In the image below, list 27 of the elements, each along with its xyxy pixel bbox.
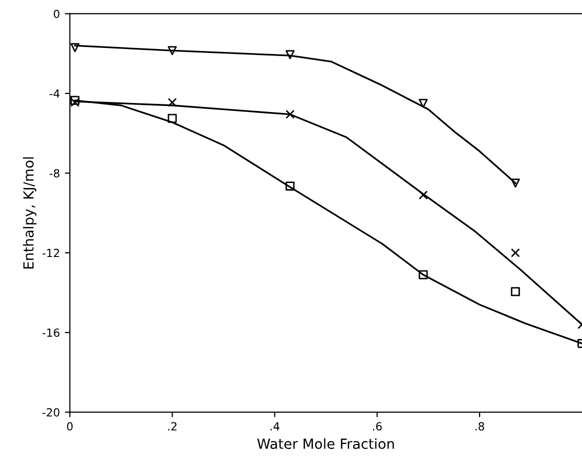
- point: [168, 114, 177, 123]
- point: [286, 182, 295, 191]
- y-tick-label: -12: [42, 248, 60, 258]
- x-tick-label: .8: [475, 422, 484, 431]
- x-tick-label: .6: [373, 422, 382, 431]
- point: [418, 190, 428, 200]
- point: [418, 270, 428, 280]
- point: [168, 98, 177, 107]
- point: [510, 178, 520, 188]
- y-axis-title: Enthalpy, KJ/mol: [22, 157, 36, 269]
- point: [418, 98, 428, 108]
- point: [168, 46, 177, 56]
- point: [510, 248, 520, 258]
- x-axis-title: Water Mole Fraction: [257, 438, 394, 449]
- point: [70, 96, 80, 105]
- point: [286, 110, 295, 119]
- x-tick-label: .4: [270, 422, 280, 430]
- y-tick-label: -16: [42, 328, 60, 337]
- point: [510, 287, 520, 296]
- y-tick-label: -20: [42, 408, 60, 417]
- y-tick-label: 0: [54, 10, 60, 18]
- y-tick-label: -8: [50, 169, 60, 178]
- x-tick-label: .2: [168, 422, 176, 430]
- point: [70, 43, 80, 52]
- point: [286, 50, 295, 60]
- x-tick-label: 0: [67, 422, 73, 431]
- y-tick-label: -4: [50, 90, 60, 98]
